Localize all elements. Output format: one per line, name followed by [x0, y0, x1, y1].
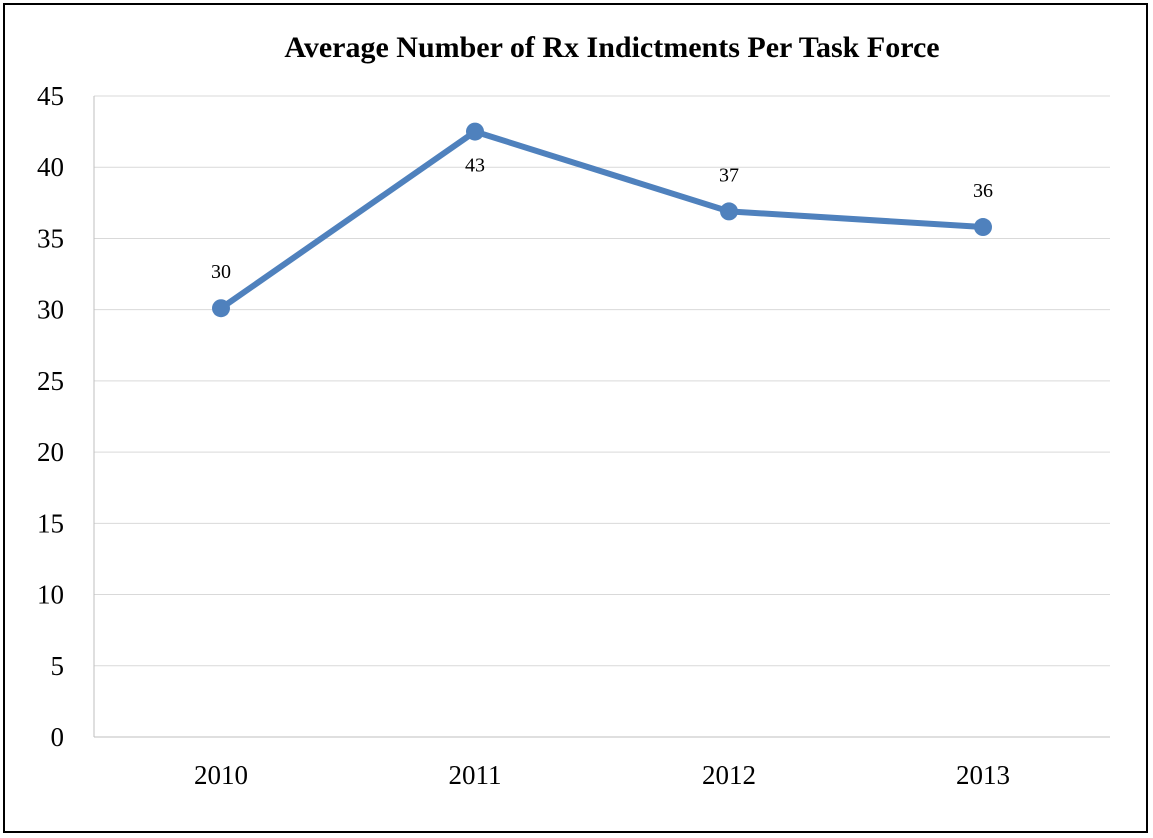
axes: 0 5 10 15 20 25 30 35 40 45 2010 2011 2012 2013	[37, 81, 1110, 790]
series-line	[218, 128, 986, 312]
data-point	[212, 299, 230, 318]
y-tick-label: 45	[37, 81, 64, 111]
y-tick-label: 25	[37, 366, 64, 396]
y-tick-label: 35	[37, 223, 64, 253]
y-tick-label: 10	[37, 580, 64, 610]
y-tick-label: 20	[37, 437, 64, 467]
x-tick-label: 2010	[194, 760, 248, 790]
data-point	[720, 202, 738, 221]
y-tick-label: 5	[51, 651, 65, 681]
series-layer	[212, 122, 992, 318]
data-point	[974, 218, 992, 237]
chart-title: Average Number of Rx Indictments Per Tas…	[284, 31, 939, 64]
data-labels: 30 43 37 36	[211, 155, 993, 284]
y-tick-label: 40	[37, 152, 64, 182]
chart-frame	[3, 3, 1148, 833]
y-tick-label: 30	[37, 295, 64, 325]
data-point	[466, 122, 484, 141]
data-label: 30	[211, 261, 231, 283]
y-tick-label: 15	[37, 508, 64, 538]
data-label: 37	[719, 164, 739, 186]
x-tick-label: 2013	[956, 760, 1010, 790]
x-tick-label: 2012	[702, 760, 756, 790]
gridlines	[94, 95, 1110, 667]
y-tick-label: 0	[51, 722, 65, 752]
data-label: 43	[465, 155, 485, 177]
data-label: 36	[973, 180, 993, 202]
x-tick-label: 2011	[449, 760, 502, 790]
